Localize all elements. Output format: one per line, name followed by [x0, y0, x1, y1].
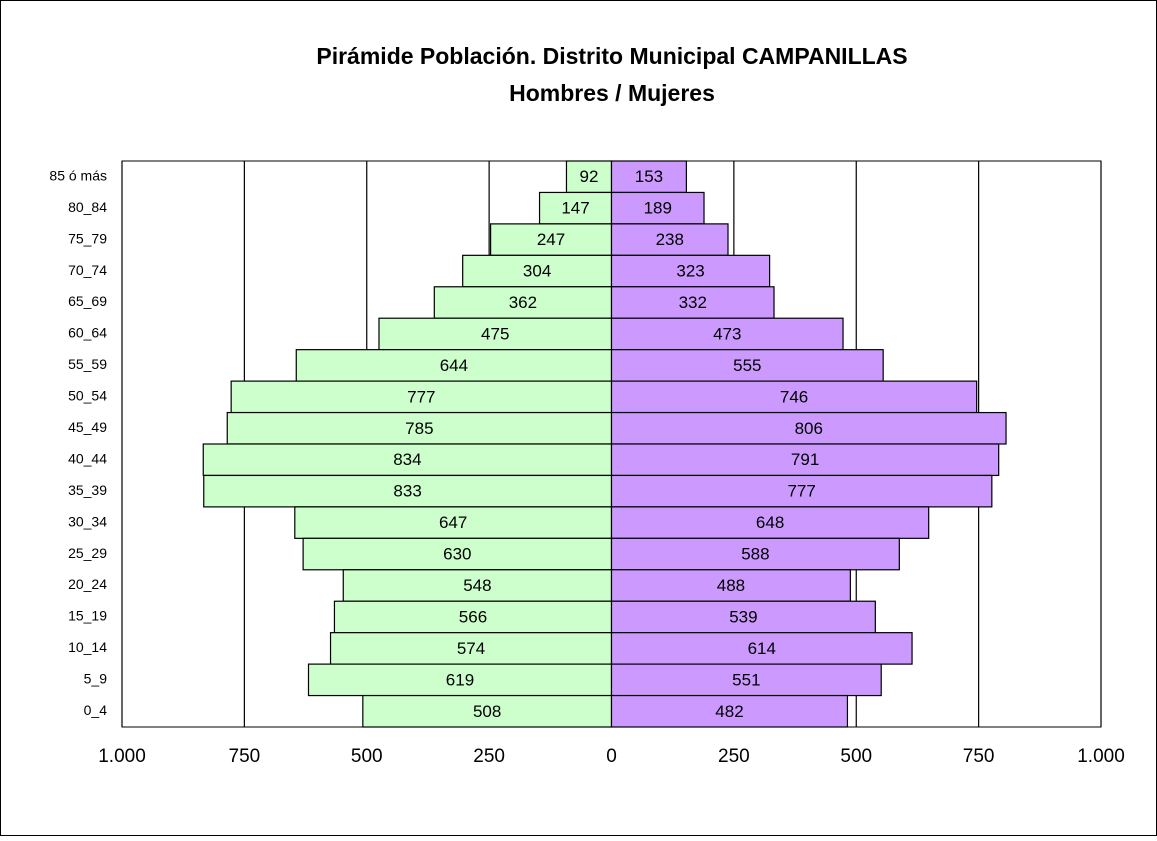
bar [610, 537, 900, 571]
bar [307, 663, 613, 697]
bar [333, 600, 613, 634]
bar [610, 569, 851, 602]
data-label: 247 [537, 230, 565, 249]
y-tick-label: 0_4 [84, 702, 108, 718]
x-tick-label: 1.000 [98, 746, 146, 767]
data-label: 475 [481, 324, 509, 343]
bar [342, 569, 613, 602]
data-label: 488 [717, 576, 745, 595]
y-tick-label: 80_84 [68, 199, 107, 215]
y-tick-label: 5_9 [84, 671, 108, 687]
data-label: 648 [756, 513, 784, 532]
bar [433, 286, 613, 319]
x-tick-label: 500 [840, 746, 872, 767]
chart-subtitle: Hombres / Mujeres [509, 80, 715, 106]
x-tick-label: 750 [963, 746, 995, 767]
bar [329, 632, 613, 665]
bar [610, 317, 844, 351]
data-label: 630 [443, 545, 471, 564]
y-tick-label: 85 ó más [49, 167, 107, 183]
bar [610, 286, 775, 319]
data-label: 539 [729, 607, 757, 626]
data-label: 806 [795, 419, 823, 438]
data-label: 619 [446, 670, 474, 689]
y-tick-label: 65_69 [68, 293, 107, 309]
bar [610, 443, 1000, 477]
data-label: 238 [656, 230, 684, 249]
chart-title: Pirámide Población. Distrito Municipal C… [316, 43, 907, 69]
y-tick-label: 75_79 [68, 230, 107, 246]
x-tick-label: 250 [473, 746, 505, 767]
data-label: 548 [463, 576, 491, 595]
bar [610, 600, 876, 634]
y-tick-label: 45_49 [68, 419, 107, 435]
x-tick-label: 0 [606, 746, 617, 767]
data-label: 574 [457, 639, 485, 658]
x-tick-label: 250 [718, 746, 750, 767]
data-label: 834 [393, 450, 421, 469]
y-tick-label: 60_64 [68, 325, 107, 341]
y-tick-label: 15_19 [68, 608, 107, 624]
y-tick-label: 40_44 [68, 450, 107, 466]
data-label: 332 [679, 293, 707, 312]
data-label: 588 [741, 545, 769, 564]
data-label: 473 [713, 324, 741, 343]
bar [226, 411, 613, 445]
y-tick-label: 30_34 [68, 513, 107, 529]
bar [378, 317, 613, 351]
bar [462, 254, 613, 288]
data-label: 555 [733, 356, 761, 375]
bar [302, 537, 613, 571]
y-tick-label: 50_54 [68, 388, 107, 404]
data-label: 614 [748, 639, 776, 658]
data-label: 362 [509, 293, 537, 312]
bar [295, 349, 613, 382]
y-tick-label: 10_14 [68, 639, 107, 655]
bar [610, 474, 993, 508]
x-tick-label: 500 [351, 746, 383, 767]
bar [610, 191, 705, 225]
bar [610, 632, 913, 665]
data-label: 153 [635, 167, 663, 186]
data-label: 482 [715, 702, 743, 721]
bar [610, 411, 1007, 445]
data-label: 566 [459, 607, 487, 626]
data-label: 323 [676, 262, 704, 281]
bar [610, 506, 930, 539]
data-label: 644 [440, 356, 468, 375]
data-label: 189 [644, 199, 672, 218]
y-tick-label: 55_59 [68, 356, 107, 372]
bar [610, 694, 849, 728]
data-label: 746 [780, 387, 808, 406]
data-label: 785 [405, 419, 433, 438]
data-label: 777 [787, 482, 815, 501]
data-label: 508 [473, 702, 501, 721]
bar [203, 474, 613, 508]
data-label: 147 [561, 199, 589, 218]
data-label: 777 [407, 387, 435, 406]
x-tick-label: 1.000 [1077, 746, 1125, 767]
data-label: 833 [393, 482, 421, 501]
data-label: 304 [523, 262, 551, 281]
bar [610, 160, 687, 194]
data-label: 92 [580, 167, 599, 186]
y-tick-label: 25_29 [68, 545, 107, 561]
x-tick-label: 750 [229, 746, 261, 767]
bar [610, 380, 978, 414]
y-tick-label: 70_74 [68, 262, 107, 278]
bar [610, 254, 771, 288]
y-tick-label: 35_39 [68, 482, 107, 498]
data-label: 647 [439, 513, 467, 532]
data-label: 551 [732, 670, 760, 689]
bar [610, 349, 884, 382]
data-label: 791 [791, 450, 819, 469]
y-tick-label: 20_24 [68, 576, 107, 592]
